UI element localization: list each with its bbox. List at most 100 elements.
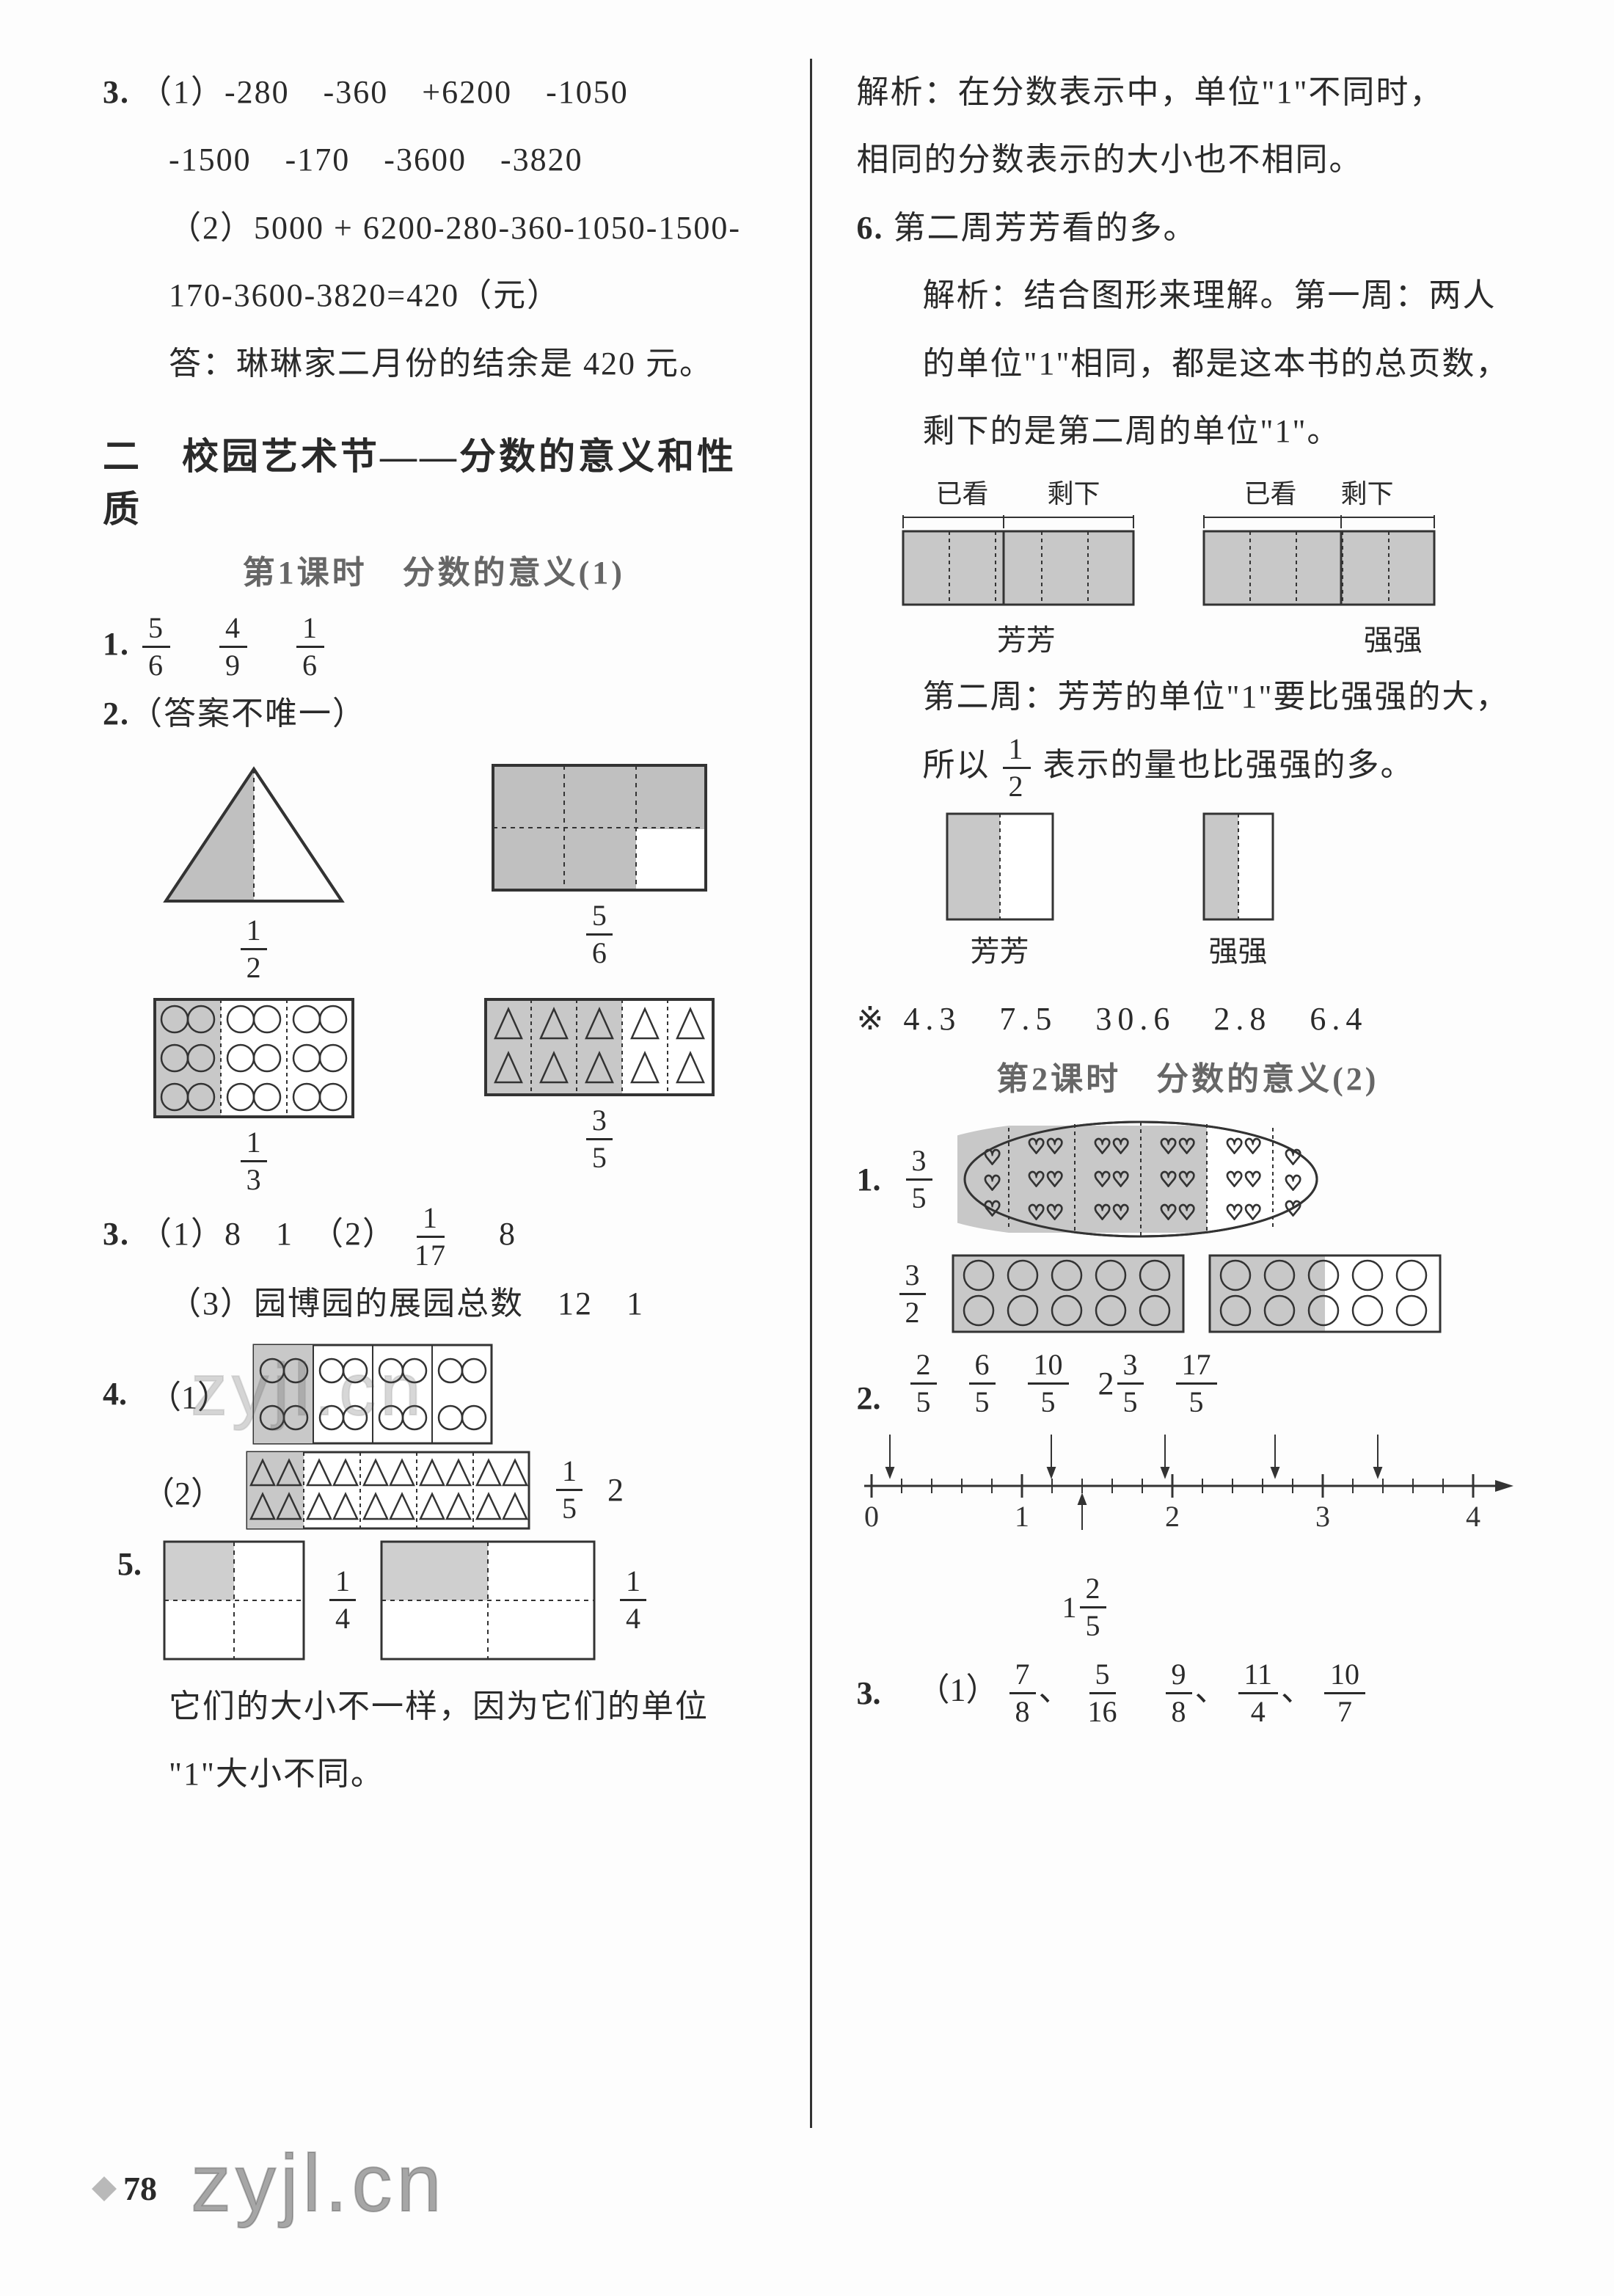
q3b-line1: 3. （1）8 1 （2） 117 8 [103,1200,765,1270]
fraction: 98 [1166,1660,1192,1727]
fraction: 25 [910,1350,937,1417]
fraction: 16 [296,613,324,680]
diamond-icon [92,2176,117,2201]
q6: 6. 6. 第二周芳芳看的多。第二周芳芳看的多。 [857,194,1519,262]
r-q2-fractions: 2. 25 65 105 235 175 [857,1350,1519,1417]
fraction: 13 [241,1128,267,1195]
fraction: 175 [1176,1350,1217,1417]
analysis2b: 的单位"1"相同，都是这本书的总页数， [857,330,1519,398]
section-title: 二 校园艺术节——分数的意义和性质 [103,427,765,533]
analysis2a: 解析：结合图形来理解。第一周：两人 [857,262,1519,329]
smiley-grid [151,996,357,1120]
fraction: 32 [899,1261,926,1327]
triangle-row-grid [245,1450,531,1531]
quarter-box-large [378,1538,598,1663]
lesson2-title: 第2课时 分数的意义(2) [857,1052,1519,1099]
svg-text:♡♡: ♡♡ [1159,1202,1196,1225]
svg-text:♡♡: ♡♡ [1225,1169,1262,1192]
q3-label: 3. [103,74,130,110]
svg-text:♡: ♡ [1284,1173,1302,1195]
extra-numbers: ※ 4.3 7.5 30.6 2.8 6.4 [857,992,1519,1039]
q2-figures-row2: 13 [103,996,765,1195]
fraction: 35 [1117,1350,1144,1417]
r-q1-row2: 32 [897,1253,1519,1334]
week2b: 所以 12 表示的量也比强强的多。 [857,732,1519,801]
fraction: 117 [409,1203,453,1270]
watermark-mid: zyjl.cn [191,1348,426,1432]
fraction: 107 [1324,1660,1365,1727]
q4-row1: 4. （1） [103,1343,765,1446]
analysis2c: 剩下的是第二周的单位"1"。 [857,398,1519,465]
q5-text2: "1"大小不同。 [103,1741,765,1808]
q1-line: 1. 56 49 16 [103,611,765,680]
svg-text:♡♡: ♡♡ [1093,1136,1130,1159]
bar-diagram-week1: 已看剩下 [901,473,1519,659]
fraction: 14 [620,1567,646,1633]
svg-text:♡♡: ♡♡ [1159,1136,1196,1159]
svg-text:♡: ♡ [1284,1147,1302,1170]
fraction: 12 [1003,735,1031,801]
svg-text:♡♡: ♡♡ [1093,1202,1130,1225]
fraction: 114 [1238,1660,1279,1727]
circle-box-a [951,1253,1186,1334]
number-line: 01234 1 25 [857,1427,1519,1641]
svg-text:♡♡: ♡♡ [1225,1136,1262,1159]
analysis1a: 解析：在分数表示中，单位"1"不同时， [857,59,1519,126]
q5-text1: 它们的大小不一样，因为它们的单位 [103,1673,765,1741]
fraction: 78 [1009,1660,1036,1727]
fraction: 105 [1028,1350,1069,1417]
svg-text:2: 2 [1165,1500,1180,1533]
q3-line2: -1500 -170 -3600 -3820 [103,126,765,194]
svg-text:♡♡: ♡♡ [1093,1169,1130,1192]
svg-text:1: 1 [1015,1500,1029,1533]
svg-text:♡♡: ♡♡ [1027,1136,1064,1159]
fraction: 56 [142,613,170,680]
triangle-figure [158,762,349,908]
svg-text:♡: ♡ [983,1198,1001,1221]
q3b-line2: （3）园博园的展园总数 12 1 [103,1270,765,1338]
q2-label: 2.2.（答案不唯一）（答案不唯一） [103,680,765,748]
fraction: 516 [1082,1660,1123,1727]
left-column: 3. （1）-280 -360 +6200 -1050 -1500 -170 -… [81,59,806,2128]
q5-boxes: 5. 14 14 [117,1538,765,1663]
watermark-bottom: zyjl.cn [191,2137,446,2230]
svg-text:4: 4 [1466,1500,1480,1533]
right-column: 解析：在分数表示中，单位"1"不同时， 相同的分数表示的大小也不相同。 6. 6… [817,59,1541,2128]
fraction: 56 [586,901,613,968]
column-separator [810,59,812,2128]
heart-ellipse: ♡♡♡ ♡♡♡♡♡♡ ♡♡♡♡♡♡ ♡♡♡♡♡♡ ♡♡♡♡♡♡ ♡♡♡ [957,1117,1324,1242]
svg-text:♡: ♡ [983,1173,1001,1195]
triangle-grid [482,996,717,1098]
svg-text:♡♡: ♡♡ [1159,1169,1196,1192]
fraction: 12 [241,916,267,983]
fraction: 25 [1080,1574,1106,1641]
q3-line1: 3. （1）-280 -360 +6200 -1050 [103,59,765,126]
q3-line4: 170-3600-3820=420（元） [103,262,765,329]
svg-text:♡♡: ♡♡ [1225,1202,1262,1225]
q3-line3: （2）5000 + 6200-280-360-1050-1500- [103,194,765,262]
svg-text:0: 0 [864,1500,879,1533]
fraction: 65 [969,1350,996,1417]
svg-text:♡: ♡ [1284,1198,1302,1221]
q3-line5: 答：琳琳家二月份的结余是 420 元。 [103,330,765,398]
svg-text:3: 3 [1315,1500,1330,1533]
quarter-box-small [161,1538,307,1663]
lesson1-title: 第1课时 分数的意义(1) [103,546,765,593]
fraction: 15 [556,1457,583,1523]
fraction: 49 [219,613,247,680]
svg-text:♡♡: ♡♡ [1027,1169,1064,1192]
fraction: 35 [906,1146,932,1213]
bar-diagram-week2: 芳芳 强强 [945,812,1519,970]
fraction: 35 [586,1106,613,1173]
svg-text:♡♡: ♡♡ [1027,1202,1064,1225]
r-q1-row1: 1. 35 ♡♡♡ ♡♡♡♡♡♡ ♡♡♡♡♡♡ ♡ [857,1117,1519,1242]
page-number-badge: 78 [95,2169,157,2208]
circle-box-b [1208,1253,1442,1334]
fraction: 14 [329,1567,356,1633]
r-q3: 3. （1） 78、 516 98、 114、 107 [857,1660,1519,1727]
q4-row2: （2） [142,1450,765,1531]
q2-figures-row1: 12 56 [103,762,765,983]
svg-text:♡: ♡ [983,1147,1001,1170]
rect-figure [489,762,709,894]
analysis1b: 相同的分数表示的大小也不相同。 [857,126,1519,194]
